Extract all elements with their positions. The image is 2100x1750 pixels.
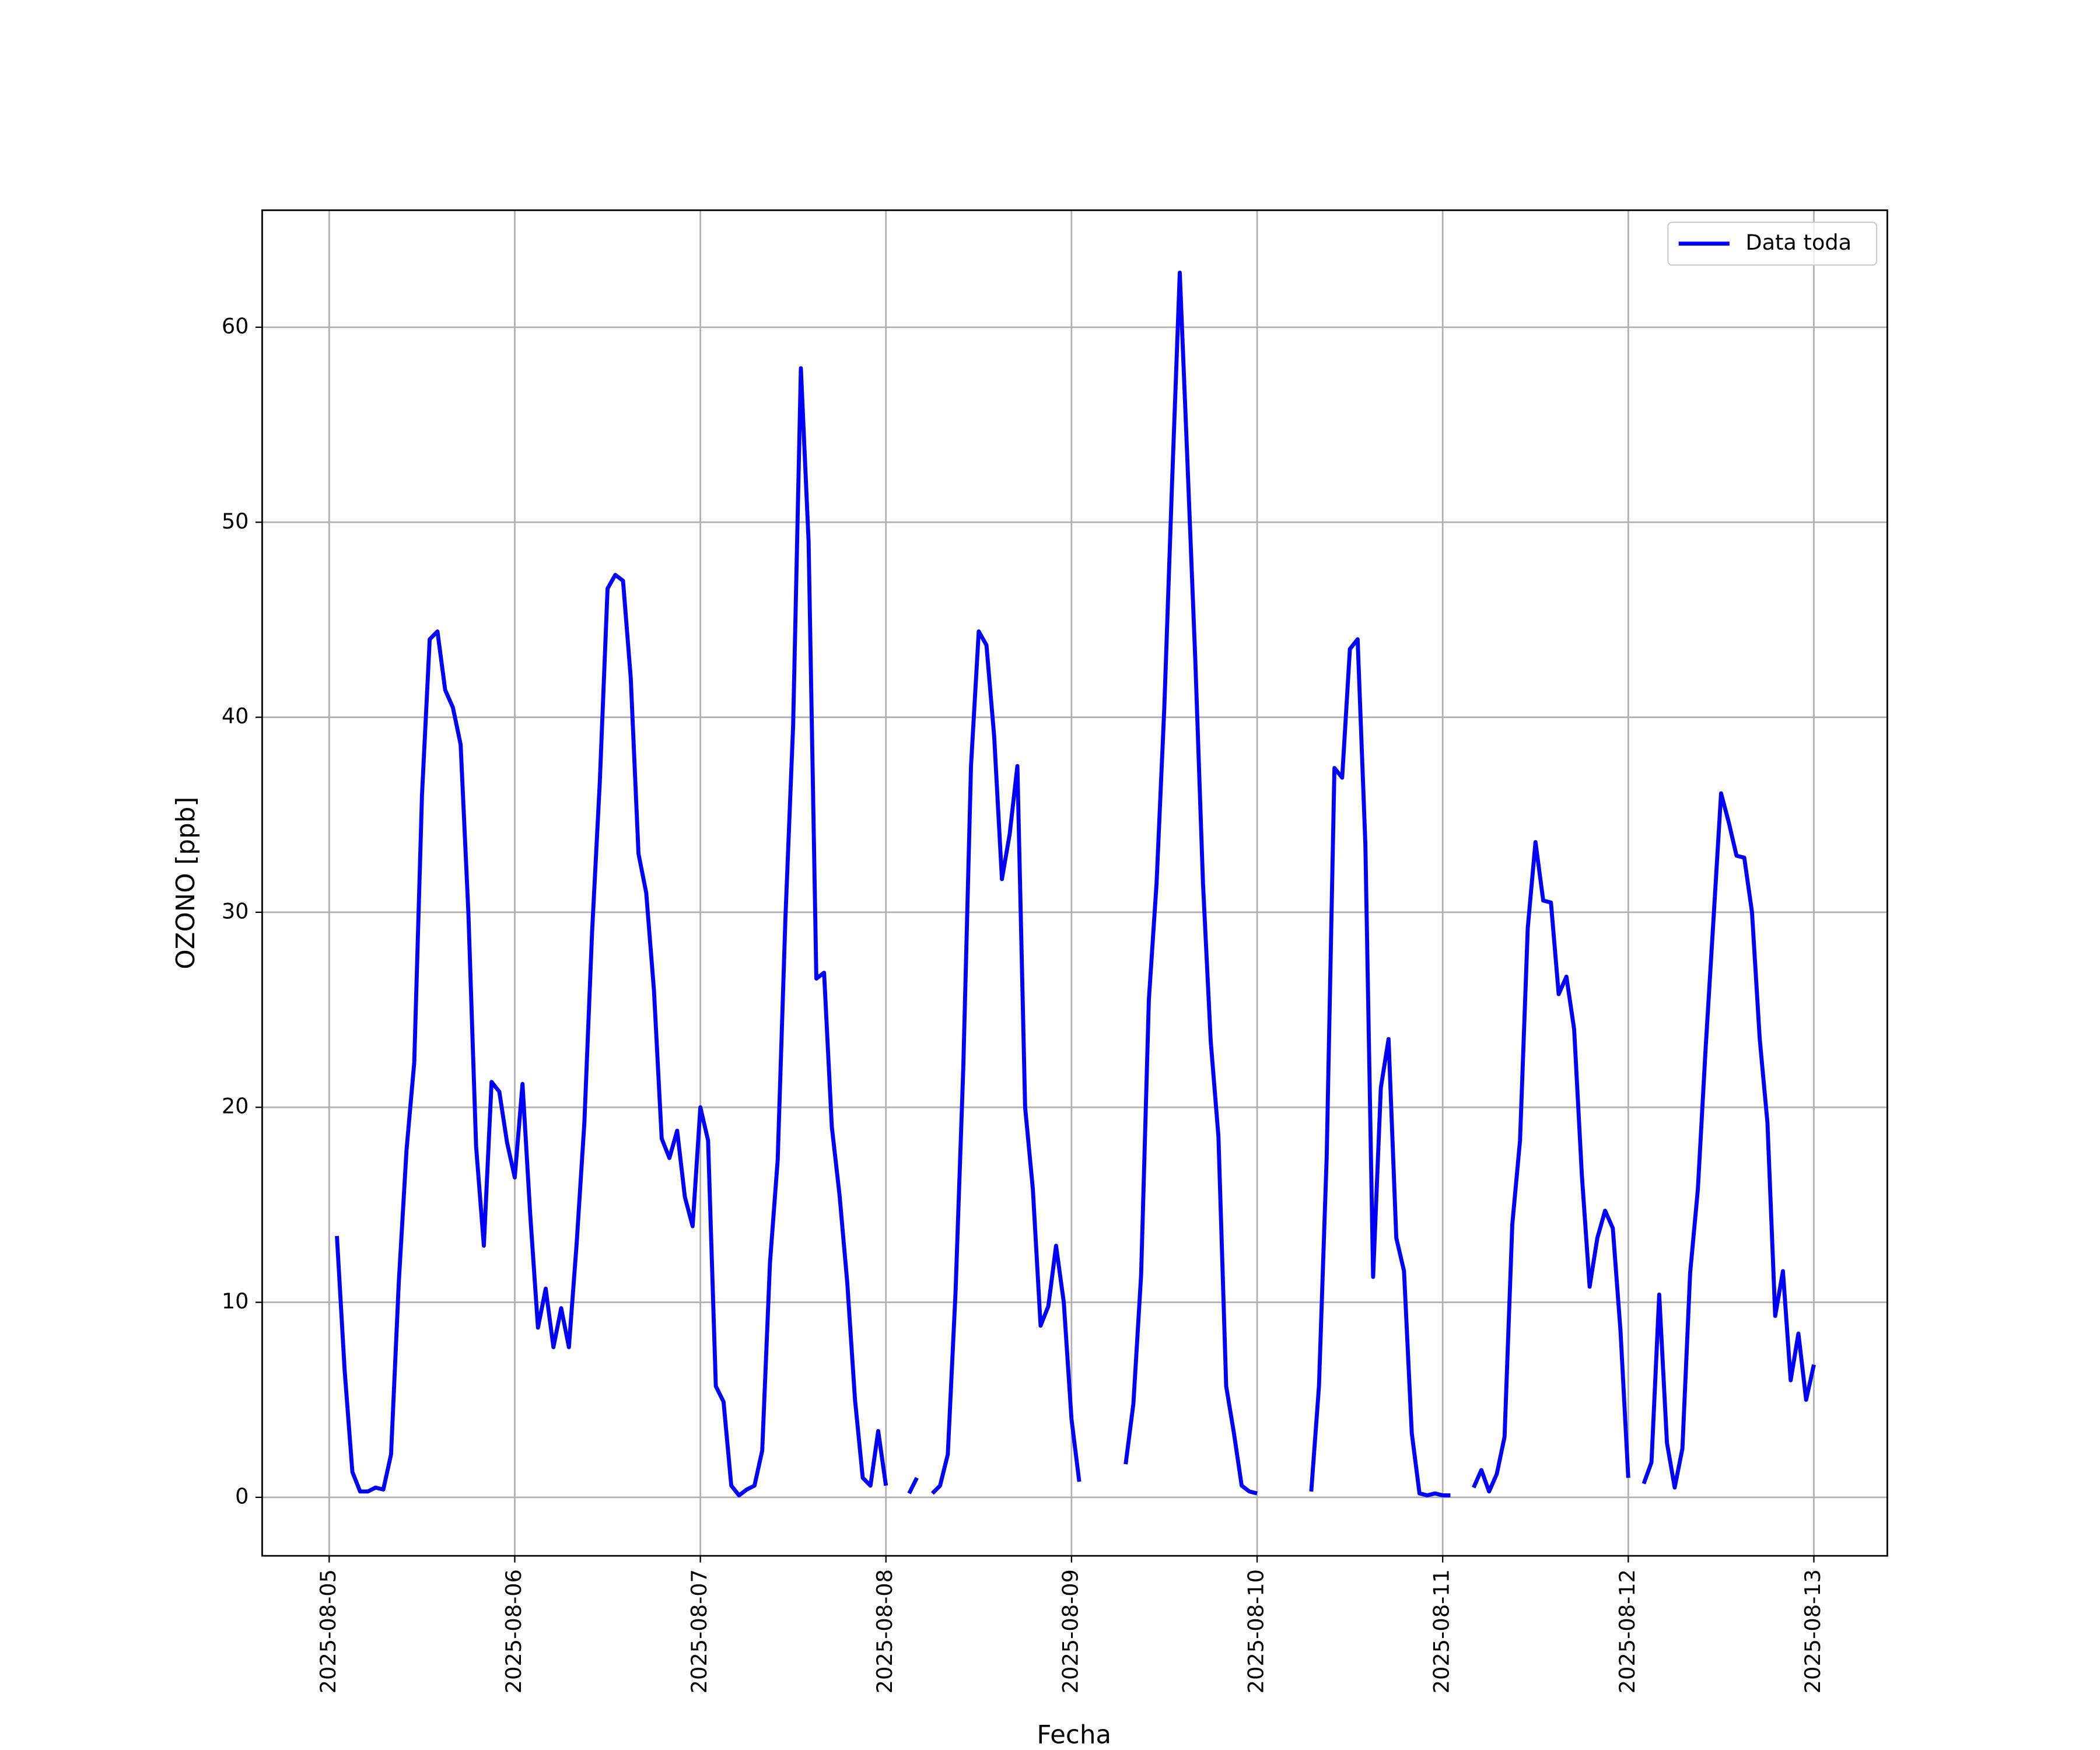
data-line <box>1472 840 1630 1494</box>
data-line <box>930 629 1082 1495</box>
y-tick-label: 50 <box>222 509 249 534</box>
x-tick-label: 2025-08-08 <box>872 1569 897 1693</box>
y-tick-label: 30 <box>222 898 249 923</box>
x-axis-label: Fecha <box>1037 1721 1111 1750</box>
y-tick-label: 40 <box>222 704 249 729</box>
x-tick-label: 2025-08-07 <box>687 1569 712 1693</box>
data-line <box>907 1476 919 1494</box>
legend-box <box>1667 221 1878 266</box>
data-line <box>1124 270 1258 1496</box>
x-tick-label: 2025-08-13 <box>1800 1569 1825 1693</box>
x-tick-label: 2025-08-11 <box>1429 1569 1454 1693</box>
legend-label: Data toda <box>1745 230 1852 255</box>
axes-frame <box>261 209 1888 1557</box>
data-line <box>335 366 888 1497</box>
x-tick-label: 2025-08-12 <box>1615 1569 1640 1693</box>
legend: Data toda <box>1667 221 1878 266</box>
grid <box>262 210 1888 1556</box>
y-axis-label: OZONO [ppb] <box>172 797 201 970</box>
data-line <box>1309 637 1451 1497</box>
y-tick-label: 10 <box>222 1289 249 1314</box>
y-tick-label: 60 <box>222 313 249 338</box>
plot-area <box>335 270 1816 1497</box>
y-tick-label: 20 <box>222 1094 249 1119</box>
x-tick-label: 2025-08-06 <box>501 1569 526 1693</box>
x-tick-label: 2025-08-09 <box>1058 1569 1083 1693</box>
data-line <box>1642 791 1816 1490</box>
x-tick-label: 2025-08-05 <box>316 1569 341 1693</box>
y-tick-label: 0 <box>235 1483 249 1508</box>
x-tick-label: 2025-08-10 <box>1244 1569 1269 1693</box>
